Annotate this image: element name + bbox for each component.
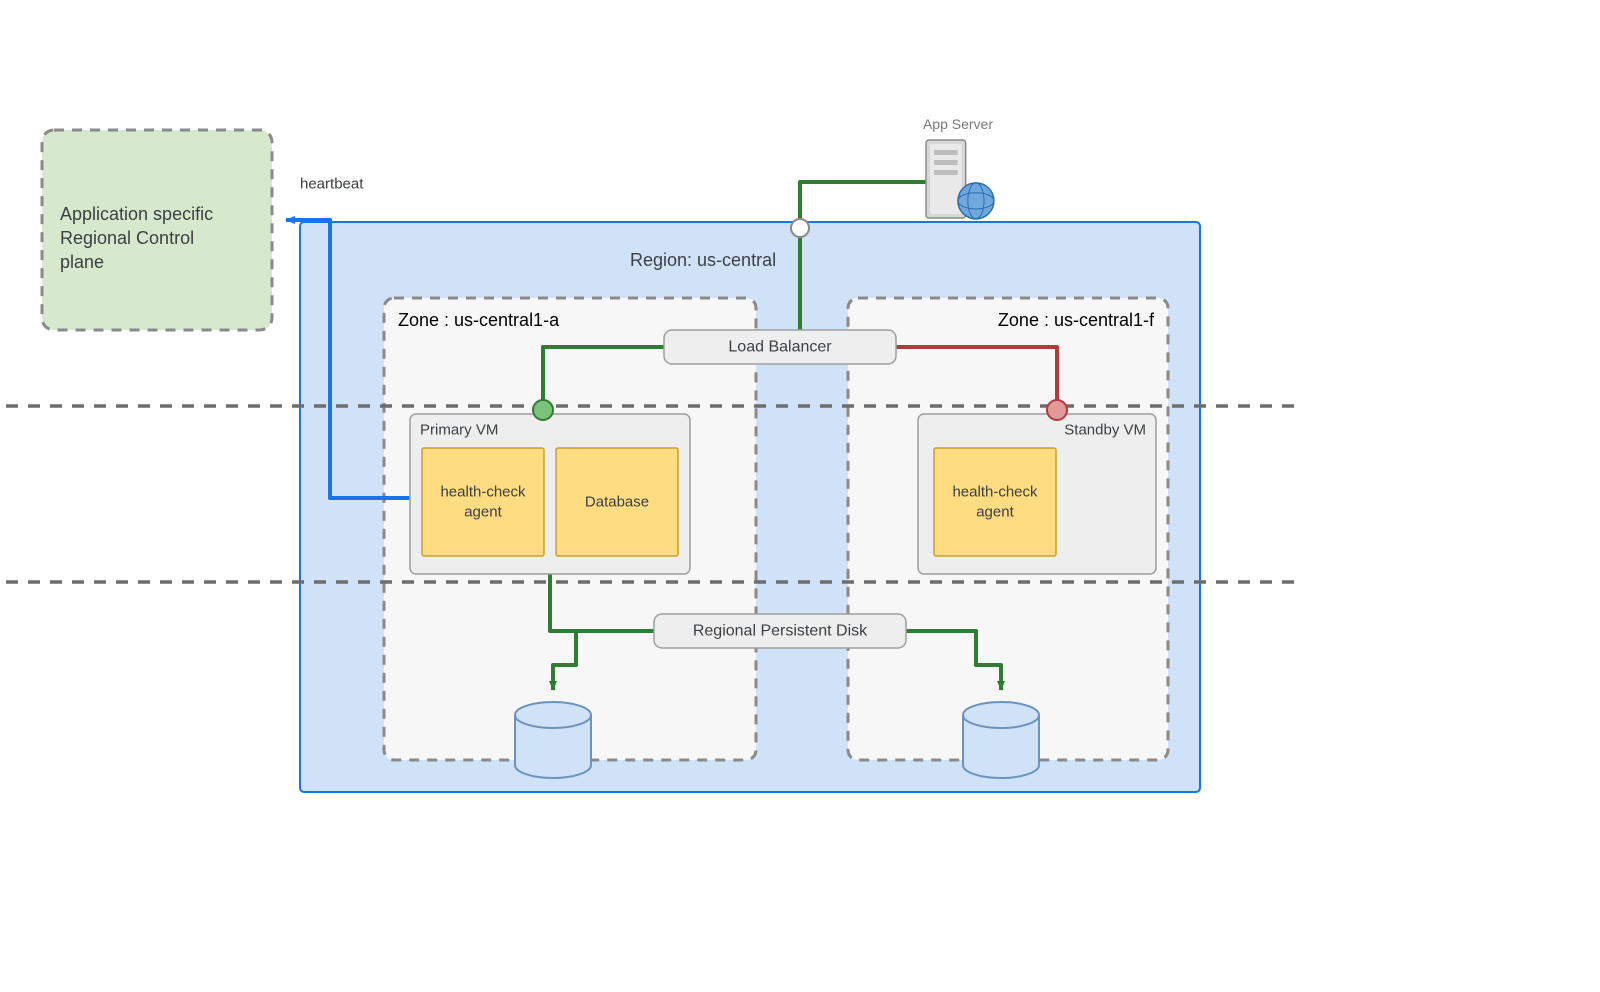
app-server-icon xyxy=(926,140,994,219)
junction-top xyxy=(791,219,809,237)
disk-f-top xyxy=(963,702,1039,728)
control-plane-label-2: Regional Control xyxy=(60,228,194,248)
standby-vm-box-label: Standby VM xyxy=(1064,422,1146,439)
load-balancer-box-label: Load Balancer xyxy=(728,339,832,356)
hc-agent-f-label-1: agent xyxy=(976,504,1014,521)
primary-vm-box-label: Primary VM xyxy=(420,422,498,439)
primary-endpoint-node xyxy=(533,400,553,420)
standby-endpoint-node xyxy=(1047,400,1067,420)
database-box-label-0: Database xyxy=(585,494,649,511)
region-title: Region: us-central xyxy=(630,250,776,270)
hc-agent-a xyxy=(422,448,544,556)
heartbeat-label: heartbeat xyxy=(300,176,364,193)
control-plane-label-3: plane xyxy=(60,252,104,272)
rpd-box-label: Regional Persistent Disk xyxy=(693,623,868,640)
hc-agent-f-label-0: health-check xyxy=(952,484,1038,501)
disk-a-top xyxy=(515,702,591,728)
hc-agent-a-label-0: health-check xyxy=(440,484,526,501)
hc-agent-a-label-1: agent xyxy=(464,504,502,521)
hc-agent-f xyxy=(934,448,1056,556)
zone-f-box-title: Zone : us-central1-f xyxy=(998,310,1155,330)
app-server-label: App Server xyxy=(923,116,993,132)
zone-a-box-title: Zone : us-central1-a xyxy=(398,310,560,330)
control-plane-label-1: Application specific xyxy=(60,204,213,224)
